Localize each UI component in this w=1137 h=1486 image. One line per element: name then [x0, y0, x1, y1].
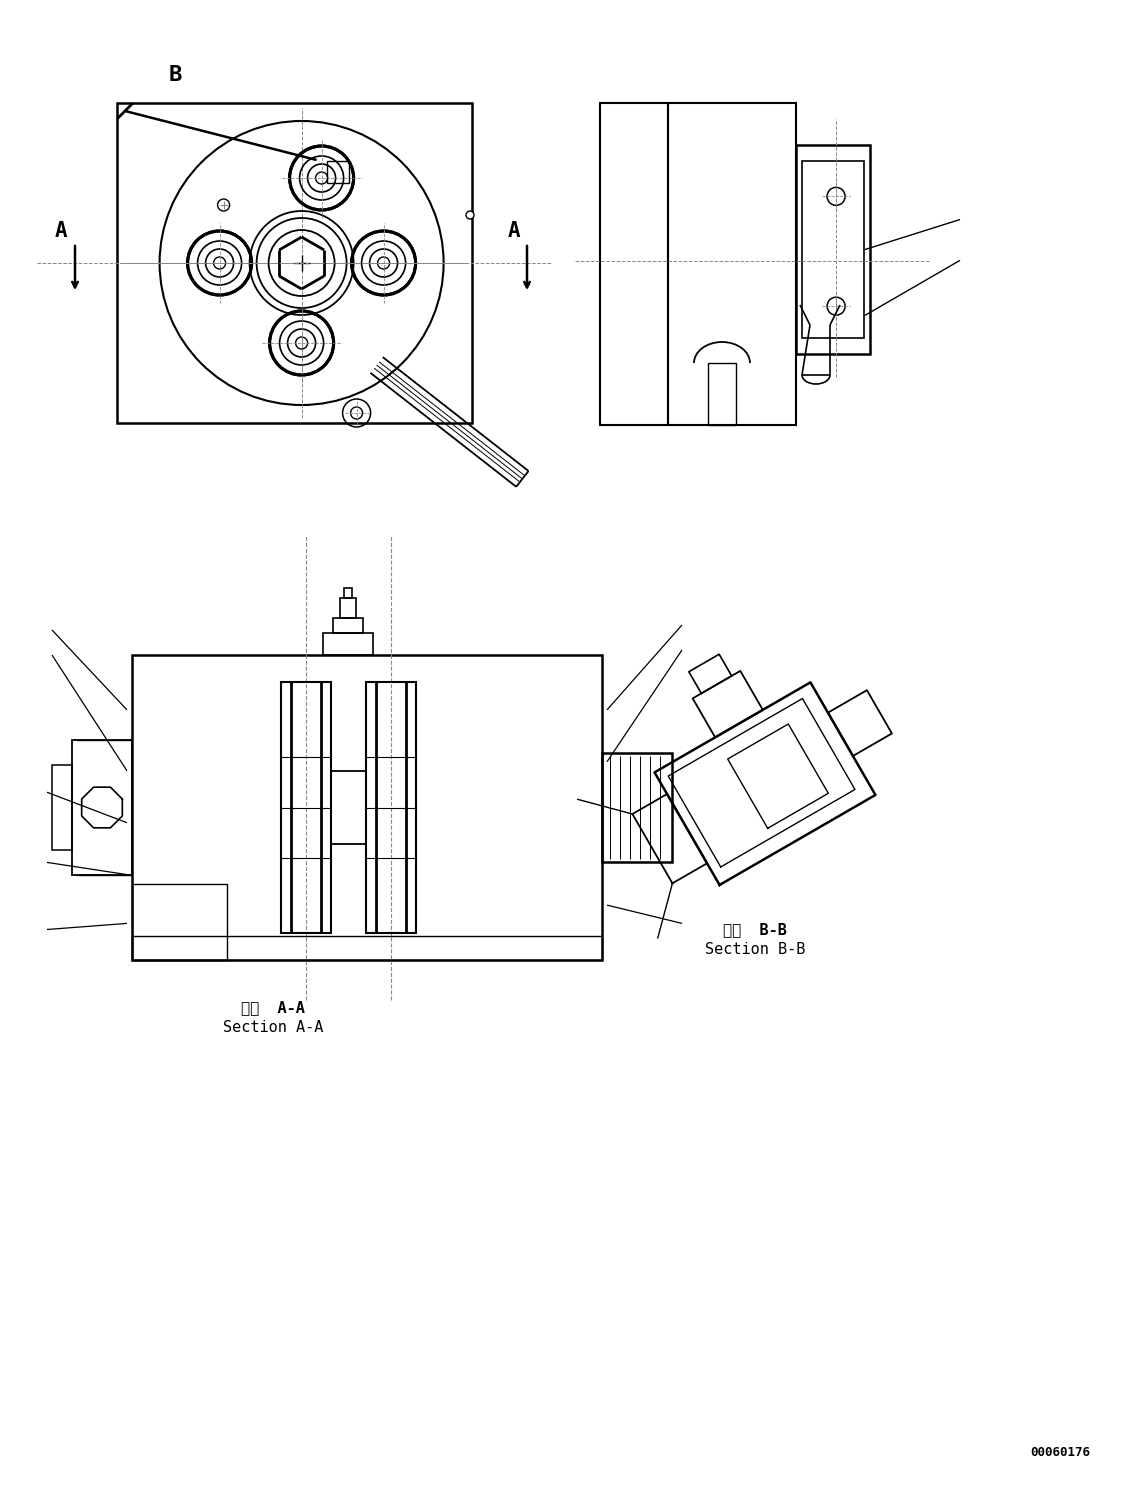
Bar [281, 682, 331, 933]
Bar [326, 160, 349, 183]
Text: 断面  A-A: 断面 A-A [241, 1000, 305, 1015]
Bar [601, 752, 672, 862]
Bar [365, 682, 415, 933]
Bar [132, 655, 601, 960]
Bar [132, 936, 601, 960]
Bar [52, 765, 72, 850]
Bar [323, 633, 373, 655]
Bar [708, 363, 736, 425]
Text: 00060176: 00060176 [1030, 1446, 1090, 1459]
Bar [132, 884, 227, 960]
Bar [340, 597, 356, 618]
Bar [796, 144, 870, 354]
Circle shape [269, 311, 333, 374]
Text: A: A [508, 221, 521, 241]
Text: B: B [168, 65, 182, 85]
Bar [802, 160, 864, 337]
Bar [600, 103, 669, 425]
Bar [72, 740, 132, 875]
Text: A: A [55, 221, 67, 241]
Text: 断面  B-B: 断面 B-B [723, 923, 787, 938]
Circle shape [290, 146, 354, 210]
Bar [333, 618, 363, 633]
Text: Section A-A: Section A-A [223, 1021, 323, 1036]
Bar [331, 771, 365, 844]
Circle shape [351, 230, 416, 296]
Bar [117, 103, 472, 424]
Bar [669, 103, 796, 425]
Text: Section B-B: Section B-B [705, 942, 805, 957]
Bar [345, 588, 352, 597]
Circle shape [188, 230, 251, 296]
Circle shape [466, 211, 474, 218]
